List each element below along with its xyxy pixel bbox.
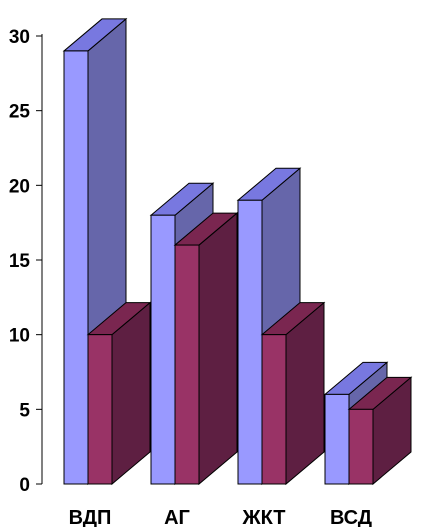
y-tick-label: 25 bbox=[9, 102, 31, 123]
bar-front bbox=[237, 199, 263, 485]
bar-front bbox=[150, 214, 176, 485]
bar-3-series-1 bbox=[347, 376, 413, 486]
bar-2-series-1 bbox=[260, 301, 326, 486]
bar-front bbox=[87, 334, 113, 485]
y-tick-label: 5 bbox=[19, 400, 30, 421]
y-tick-label: 0 bbox=[19, 475, 30, 496]
bar-front bbox=[63, 50, 89, 485]
bars bbox=[62, 17, 413, 486]
axes bbox=[36, 34, 43, 485]
x-category-label: ВДП bbox=[69, 507, 112, 527]
x-category-label: ВСД bbox=[330, 507, 372, 527]
bar-front bbox=[174, 244, 200, 485]
bar-front bbox=[324, 393, 350, 485]
labels: 0 5 10 15 20 25 30 ВДП АГ ЖКТ ВСД bbox=[9, 27, 372, 529]
y-tick-label: 15 bbox=[9, 251, 31, 272]
x-category-label: АГ bbox=[164, 507, 190, 527]
bar-front bbox=[261, 334, 287, 485]
y-tick-label: 20 bbox=[9, 176, 30, 197]
bar-1-series-1 bbox=[173, 211, 239, 486]
bar-side bbox=[198, 211, 238, 486]
x-category-label: ЖКТ bbox=[242, 507, 286, 527]
bar-0-series-1 bbox=[86, 301, 152, 486]
bar-front bbox=[348, 408, 374, 485]
y-tick-label: 10 bbox=[9, 326, 30, 347]
y-tick-label: 30 bbox=[9, 27, 30, 48]
